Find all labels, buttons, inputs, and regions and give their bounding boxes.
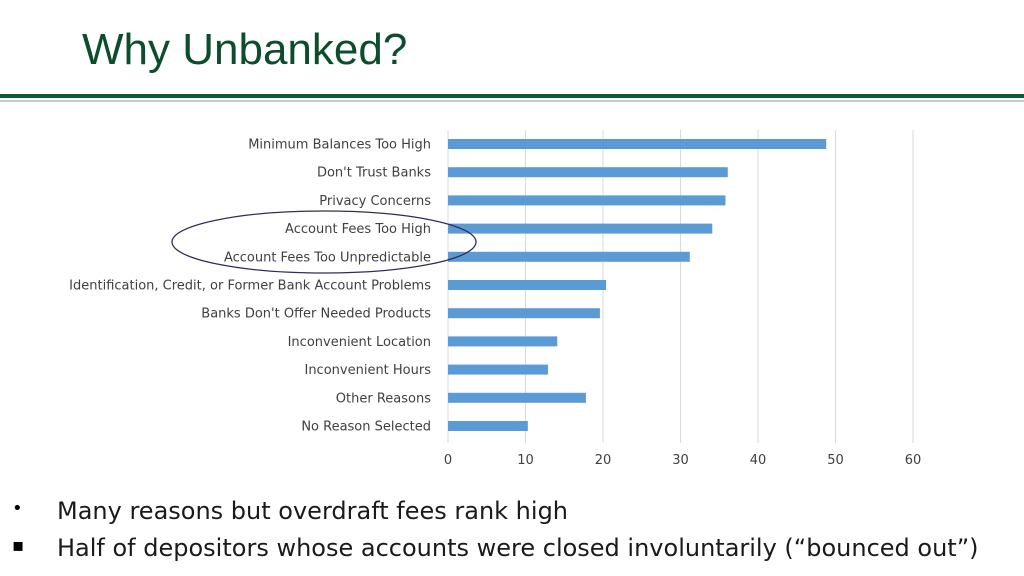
category-label: Minimum Balances Too High <box>248 138 431 153</box>
category-label: Other Reasons <box>336 391 431 406</box>
x-tick-label: 20 <box>595 453 612 468</box>
bar <box>448 251 690 262</box>
title-divider <box>0 94 1024 98</box>
bullet-text: Many reasons but overdraft fees rank hig… <box>57 497 569 525</box>
bar <box>448 308 600 319</box>
category-label: Identification, Credit, or Former Bank A… <box>69 279 431 294</box>
bar <box>448 195 726 206</box>
category-label: Don't Trust Banks <box>317 166 431 181</box>
bar <box>448 392 586 403</box>
bar <box>448 421 528 431</box>
category-label: Account Fees Too High <box>285 222 431 237</box>
bar-chart: Minimum Balances Too High Don't Trust Ban… <box>69 130 921 468</box>
bar <box>448 364 548 375</box>
bullet-mark: ▪ <box>12 535 25 556</box>
category-label: No Reason Selected <box>301 420 431 435</box>
bar <box>448 167 728 178</box>
category-label: Inconvenient Hours <box>304 363 431 378</box>
bullet-list: • Many reasons but overdraft fees rank h… <box>0 494 1024 568</box>
chart-category-labels: Minimum Balances Too High Don't Trust Ban… <box>69 138 431 435</box>
x-tick-label: 10 <box>517 453 534 468</box>
highlight-ellipse <box>171 210 477 274</box>
x-tick-label: 0 <box>444 453 452 468</box>
x-tick-label: 50 <box>827 453 844 468</box>
bar <box>448 223 713 234</box>
x-tick-label: 60 <box>905 453 922 468</box>
chart-annotation <box>171 210 477 274</box>
x-tick-label: 40 <box>750 453 767 468</box>
category-label: Account Fees Too Unpredictable <box>224 250 431 265</box>
bar <box>448 336 558 347</box>
bullet-text: Half of depositors whose accounts were c… <box>57 534 979 562</box>
category-label: Banks Don't Offer Needed Products <box>201 307 431 322</box>
bullet-item: ▪ Half of depositors whose accounts were… <box>0 531 1024 568</box>
bar <box>448 139 827 149</box>
bar <box>448 280 607 290</box>
bullet-item: • Many reasons but overdraft fees rank h… <box>0 494 1024 531</box>
chart-x-tick-labels: 0 10 20 30 40 50 60 <box>444 453 921 468</box>
x-tick-label: 30 <box>672 453 689 468</box>
chart-bars <box>448 139 827 431</box>
bullet-mark: • <box>12 498 23 519</box>
category-label: Inconvenient Location <box>288 335 431 350</box>
slide-title: Why Unbanked? <box>82 25 408 74</box>
category-label: Privacy Concerns <box>319 194 431 209</box>
title-divider-accent <box>0 100 1024 102</box>
